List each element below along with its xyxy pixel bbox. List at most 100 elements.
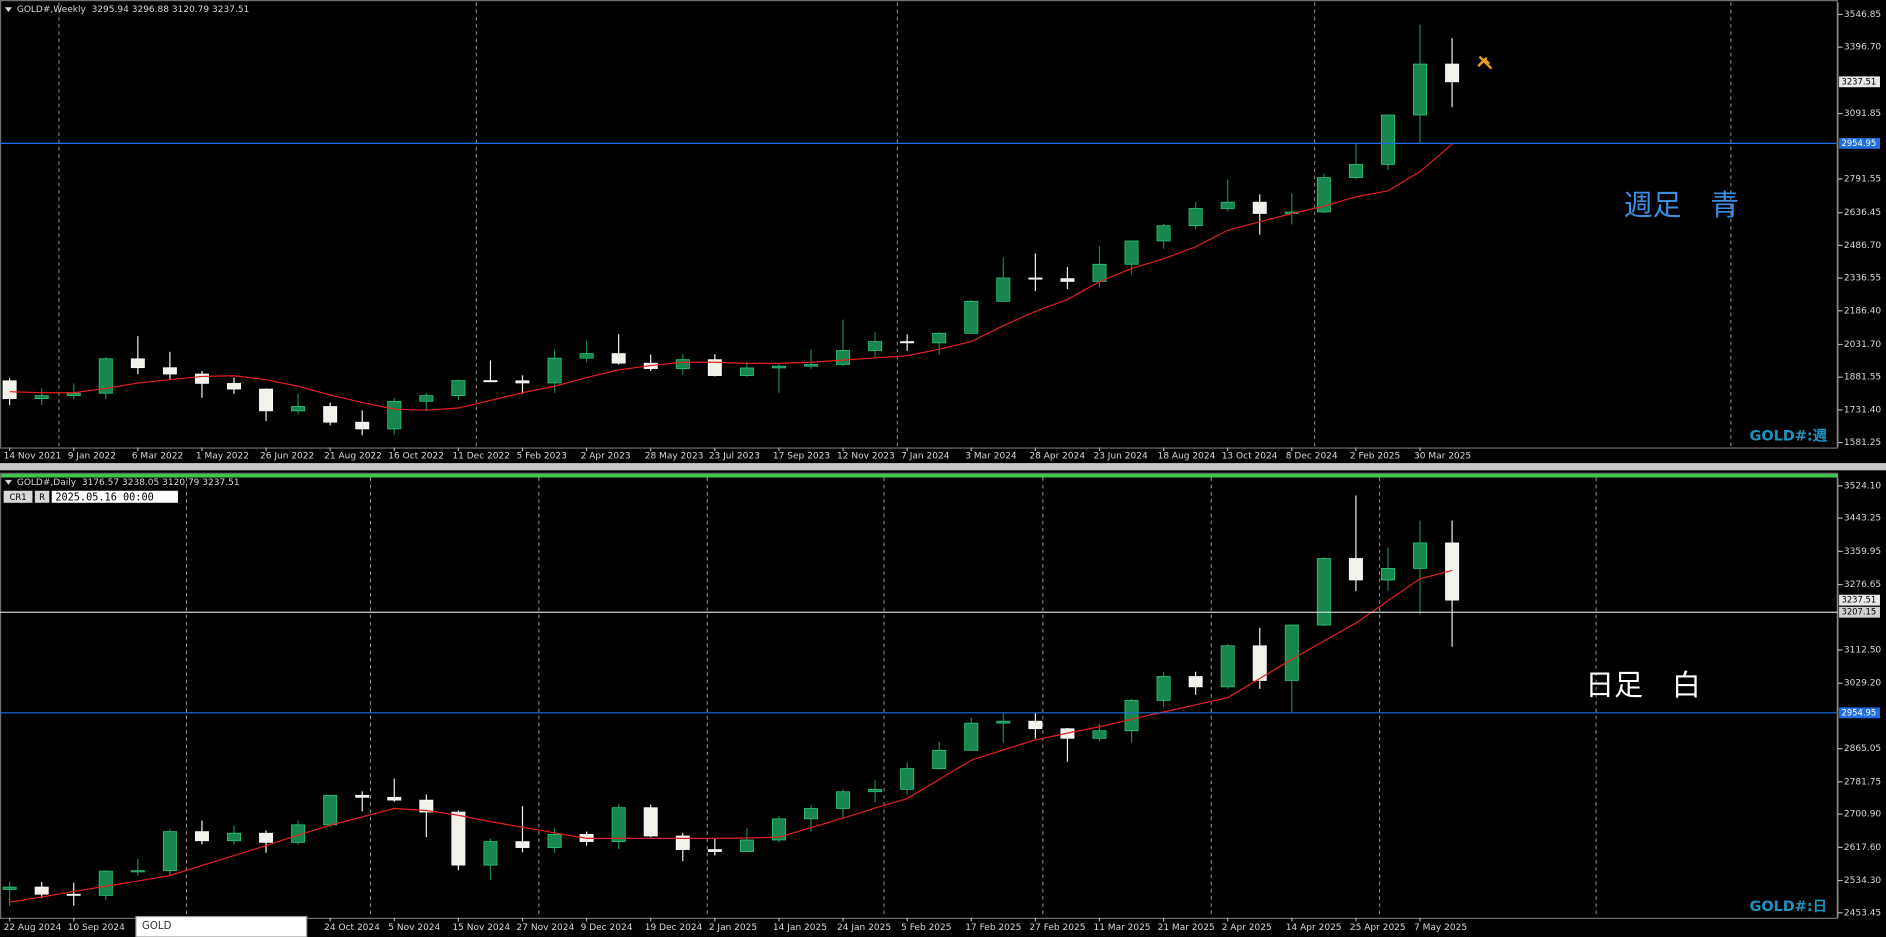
x-tick-label: 9 Dec 2024 xyxy=(581,923,633,933)
x-tick-label: 9 Jan 2022 xyxy=(68,451,116,461)
price-tag-label: 3237.51 xyxy=(1841,76,1876,86)
candle-body xyxy=(1220,645,1235,688)
y-tick-label: 2636.45 xyxy=(1844,208,1881,218)
y-tick-label: 2031.70 xyxy=(1844,340,1882,350)
candle-body xyxy=(194,831,209,842)
candle-body xyxy=(1252,201,1267,214)
y-tick-label: 3396.70 xyxy=(1844,43,1882,53)
x-tick-label: 2 Jan 2025 xyxy=(709,923,757,933)
active-bar xyxy=(1,473,1838,478)
y-tick-label: 3443.25 xyxy=(1844,514,1881,524)
y-tick-label: 3029.20 xyxy=(1844,679,1882,689)
candle-body xyxy=(1348,558,1363,581)
y-tick-label: 2336.55 xyxy=(1844,274,1881,284)
y-tick-label: 2700.90 xyxy=(1844,810,1882,820)
cr-label[interactable]: CR1 xyxy=(10,492,27,502)
candle-body xyxy=(515,841,530,848)
x-tick-label: 5 Nov 2024 xyxy=(388,923,440,933)
candle-body xyxy=(836,791,851,809)
candle-body xyxy=(483,841,498,866)
candle-body xyxy=(1316,558,1331,626)
x-tick-label: 14 Nov 2021 xyxy=(4,451,62,461)
candle-body xyxy=(739,367,754,376)
candle-body xyxy=(964,722,979,751)
candle-body xyxy=(227,383,241,390)
collapse-icon xyxy=(4,7,13,13)
popup: GOLD xyxy=(135,915,308,937)
y-tick-label: 1731.40 xyxy=(1844,405,1882,415)
candle-body xyxy=(1092,263,1107,282)
candle-body xyxy=(1156,676,1171,701)
y-tick-label: 2486.70 xyxy=(1844,241,1882,251)
x-tick-label: 27 Feb 2025 xyxy=(1029,923,1085,933)
moving-average xyxy=(9,569,1453,903)
candle-body xyxy=(771,818,786,841)
candle-body xyxy=(130,358,145,369)
annotation: 週足 青 xyxy=(1624,188,1739,222)
candle-body xyxy=(1316,177,1331,213)
y-tick-label: 2453.45 xyxy=(1844,908,1881,918)
x-tick-label: 13 Oct 2024 xyxy=(1222,451,1278,461)
r-button[interactable] xyxy=(34,490,50,503)
candle-body xyxy=(836,350,851,365)
chart-header: GOLD#,Weekly 3295.94 3296.88 3120.79 323… xyxy=(17,5,249,15)
candle-body xyxy=(996,720,1011,724)
y-tick-label: 3546.85 xyxy=(1844,10,1881,20)
y-tick-label: 3091.85 xyxy=(1844,109,1881,119)
x-tick-label: 21 Aug 2022 xyxy=(324,451,382,461)
x-tick-label: 24 Oct 2024 xyxy=(324,923,380,933)
x-tick-label: 26 Jun 2022 xyxy=(260,451,314,461)
price-tag xyxy=(1839,137,1880,149)
candle-body xyxy=(932,749,947,769)
candle-body xyxy=(900,768,915,790)
x-tick-label: 2 Apr 2023 xyxy=(581,451,631,461)
candle-body xyxy=(1188,208,1203,227)
price-tag-label: 2954.95 xyxy=(1841,707,1876,717)
candle-body xyxy=(355,794,370,798)
popup-text[interactable]: GOLD xyxy=(142,921,172,932)
x-tick-label: 14 Apr 2025 xyxy=(1286,923,1342,933)
candle-body xyxy=(1092,730,1107,739)
price-tag-label: 3207.15 xyxy=(1841,607,1876,617)
candle-body xyxy=(804,364,818,367)
candle-body xyxy=(1413,63,1428,116)
candle-body xyxy=(675,359,690,369)
x-tick-label: 5 Feb 2023 xyxy=(516,451,567,461)
y-tick-label: 3359.95 xyxy=(1844,547,1881,557)
candle-body xyxy=(355,421,370,430)
watermark: GOLD#:日 xyxy=(1750,898,1828,915)
candle-body xyxy=(2,886,17,890)
candle-body xyxy=(675,835,690,850)
x-tick-label: 2 Apr 2025 xyxy=(1222,923,1272,933)
candle-body xyxy=(323,406,338,423)
icon xyxy=(1477,55,1493,70)
x-tick-label: 21 Mar 2025 xyxy=(1158,923,1215,933)
collapse-icon xyxy=(4,479,13,485)
x-tick-label: 7 Jan 2024 xyxy=(901,451,950,461)
candle-body xyxy=(227,832,241,842)
candle-body xyxy=(739,839,754,852)
x-tick-label: 1 May 2022 xyxy=(196,451,249,461)
price-tag xyxy=(1839,76,1880,88)
time-text[interactable]: 2025.05.16 00:00 xyxy=(55,492,153,503)
candle-body xyxy=(1188,676,1203,688)
candle-body xyxy=(162,831,177,872)
x-tick-label: 6 Mar 2022 xyxy=(132,451,183,461)
x-tick-label: 15 Nov 2024 xyxy=(452,923,510,933)
candle-body xyxy=(547,357,562,384)
candle-body xyxy=(1284,624,1299,681)
y-tick-label: 2186.40 xyxy=(1844,306,1882,316)
candle-body xyxy=(259,832,274,843)
candle-body xyxy=(1381,568,1395,581)
x-tick-label: 12 Nov 2023 xyxy=(837,451,895,461)
y-tick-label: 2534.30 xyxy=(1844,876,1882,886)
x-tick-label: 10 Sep 2024 xyxy=(68,923,125,933)
time-box[interactable] xyxy=(51,490,179,503)
x-tick-label: 7 May 2025 xyxy=(1414,923,1467,933)
candle-body xyxy=(419,395,434,402)
cr-button[interactable] xyxy=(3,490,33,503)
candle-body xyxy=(1445,63,1460,83)
r-label[interactable]: R xyxy=(39,492,45,502)
